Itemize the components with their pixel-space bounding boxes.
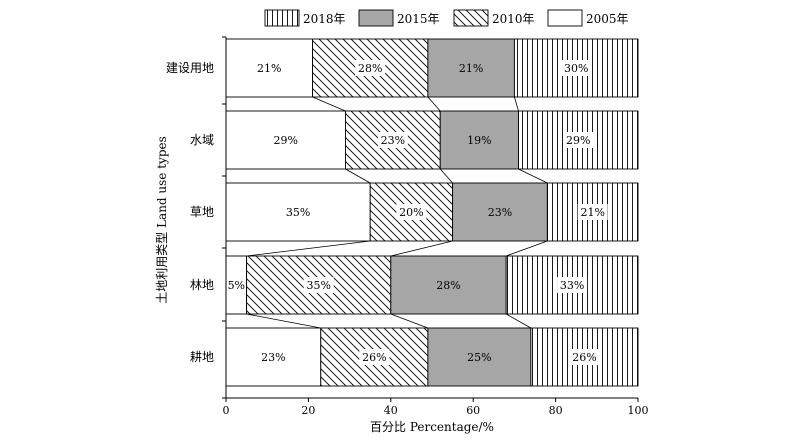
connector-line <box>427 96 441 112</box>
data-label-bg <box>569 349 600 365</box>
data-label-bg <box>303 277 334 293</box>
data-label: 21% <box>580 206 604 219</box>
legend-label: 2010年 <box>492 12 535 26</box>
legend-label: 2015年 <box>397 12 440 26</box>
data-label-bg <box>355 60 386 76</box>
connector-line <box>390 240 453 257</box>
data-label-bg <box>258 349 289 365</box>
data-label: 23% <box>381 134 405 147</box>
data-label: 35% <box>306 279 330 292</box>
connector-line <box>312 96 346 112</box>
connector-line <box>345 168 371 184</box>
connector-line <box>439 168 453 184</box>
data-label: 30% <box>564 62 588 75</box>
connector-line <box>518 168 548 184</box>
data-label: 5% <box>228 279 245 292</box>
connector-line <box>246 313 321 329</box>
data-label-bg <box>563 132 594 148</box>
data-label-bg <box>254 60 285 76</box>
data-label: 29% <box>274 134 298 147</box>
data-label-bg <box>359 349 390 365</box>
data-label: 26% <box>362 351 386 364</box>
x-tick-label: 80 <box>549 404 563 417</box>
category-label: 草地 <box>190 205 214 219</box>
category-label: 建设用地 <box>166 61 214 75</box>
x-tick-label: 40 <box>384 404 398 417</box>
data-label: 28% <box>436 279 460 292</box>
legend-swatch <box>453 9 489 27</box>
x-tick-label: 100 <box>628 404 649 417</box>
data-label: 35% <box>286 206 310 219</box>
bar-segment <box>518 110 639 170</box>
data-label: 23% <box>261 351 285 364</box>
legend: 2018年 2015年 2010年 2005年 <box>264 9 629 27</box>
connector-line <box>506 240 548 257</box>
data-label-bg <box>396 204 427 220</box>
data-label-bg <box>377 132 408 148</box>
data-label-bg <box>433 277 464 293</box>
legend-swatch <box>358 9 394 27</box>
data-label: 28% <box>358 62 382 75</box>
x-tick-label: 60 <box>466 404 480 417</box>
legend-swatch <box>547 9 583 27</box>
data-label: 26% <box>572 351 596 364</box>
x-tick-label: 0 <box>223 404 230 417</box>
connector-line <box>390 313 429 329</box>
data-label: 33% <box>560 279 584 292</box>
data-label: 23% <box>488 206 512 219</box>
connector-line <box>514 96 519 112</box>
category-label: 林地 <box>190 278 214 292</box>
data-label-bg <box>456 60 487 76</box>
data-label-bg <box>464 349 495 365</box>
data-label: 21% <box>459 62 483 75</box>
connector-line <box>505 313 532 329</box>
legend-label: 2005年 <box>586 12 629 26</box>
bar-segment <box>439 110 519 170</box>
y-axis-title: 土地利用类型 Land use types <box>155 136 169 304</box>
data-label: 29% <box>566 134 590 147</box>
legend-label: 2018年 <box>303 12 346 26</box>
data-label: 21% <box>257 62 281 75</box>
data-label-bg <box>557 277 588 293</box>
data-label-bg <box>270 132 301 148</box>
x-tick-label: 20 <box>301 404 315 417</box>
legend-swatch <box>264 9 300 27</box>
x-axis-title: 百分比 Percentage/% <box>370 420 494 434</box>
data-label: 25% <box>467 351 491 364</box>
data-label-bg <box>561 60 592 76</box>
data-label: 19% <box>467 134 491 147</box>
category-label: 水域 <box>190 133 214 147</box>
category-label: 耕地 <box>190 349 214 364</box>
data-label-bg <box>484 204 515 220</box>
connector-line <box>246 240 371 257</box>
data-label: 20% <box>399 206 423 219</box>
data-label-bg <box>464 132 495 148</box>
data-label-bg <box>577 204 608 220</box>
data-label-bg <box>283 204 314 220</box>
plot-area: 21% 28% 21% 30% 建设用地 29% 23% 19% 29% 水域 35% 20% 23% 2… <box>166 36 649 417</box>
